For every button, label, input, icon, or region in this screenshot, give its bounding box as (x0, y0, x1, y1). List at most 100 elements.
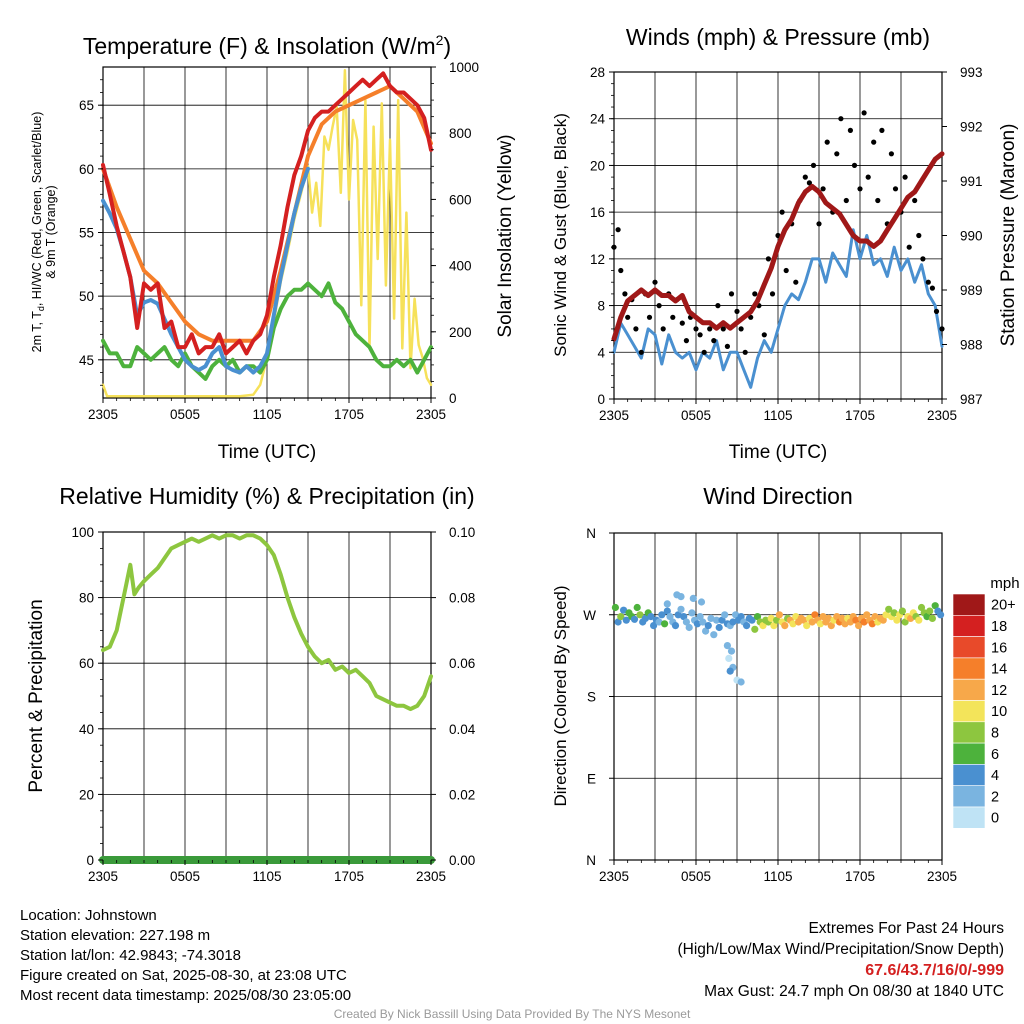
x-tick-label: 1705 (845, 869, 875, 884)
y2-tick-label: 993 (960, 65, 983, 80)
x-tick-label: 1105 (252, 407, 281, 422)
legend-swatch (952, 657, 986, 680)
direction-point (725, 654, 733, 663)
gust-point (925, 279, 931, 285)
direction-point (931, 602, 939, 610)
direction-point (726, 667, 734, 675)
direction-point (871, 613, 879, 621)
direction-series (611, 591, 945, 686)
y2-tick-label: 1000 (449, 60, 479, 75)
direction-point (620, 606, 628, 614)
direction-point (838, 614, 846, 623)
y2-tick-label: 600 (449, 192, 472, 207)
y-tick-label: 8 (597, 299, 605, 314)
gust-point (810, 162, 817, 168)
winds-panel: Winds (mph) & Pressure (mb) 0 4 8 12 16 20 24 2… (551, 24, 1019, 463)
figure-created: Figure created on Sat, 2025-08-30, at 23… (20, 967, 347, 984)
direction-point (890, 609, 898, 617)
direction-point (680, 613, 688, 621)
gust-point (783, 267, 789, 274)
station-location: Location: Johnstown (20, 907, 157, 924)
temperature-series (101, 69, 433, 398)
gust-point (929, 285, 936, 291)
y2-tick-label: 0.02 (449, 787, 475, 802)
winds-gridlines (614, 72, 942, 399)
direction-point (827, 622, 835, 630)
gust-point (816, 221, 822, 227)
y2-tick-label: 0.00 (449, 853, 475, 868)
x-tick-label: 1705 (845, 408, 875, 423)
direction-point (819, 613, 827, 621)
legend-label: 6 (991, 747, 999, 763)
gust-point (693, 326, 699, 332)
y-tick-label: 4 (597, 345, 605, 360)
x-tick-label: 2305 (88, 407, 118, 422)
y2-tick-label: 991 (960, 174, 983, 189)
direction-point (737, 613, 745, 621)
y-tick-label: 40 (79, 722, 94, 737)
legend-swatch (952, 806, 986, 829)
direction-point (737, 678, 745, 686)
direction-point (743, 622, 751, 630)
direction-point (622, 616, 630, 624)
legend-label: 0 (991, 811, 999, 827)
direction-point (748, 616, 756, 624)
gust-point (670, 314, 676, 320)
direction-point (759, 622, 767, 630)
direction-point (846, 618, 855, 626)
legend-swatch (952, 593, 986, 616)
direction-point (702, 627, 710, 635)
gust-point (660, 326, 666, 332)
gust-point (625, 314, 631, 320)
gust-point (916, 232, 922, 239)
gust-point (933, 308, 940, 314)
y2-tick-label: 0.08 (449, 591, 475, 606)
gust-point (834, 151, 840, 157)
direction-point (677, 605, 685, 613)
pressure-line (611, 151, 945, 342)
humidity-ylabel: Percent & Precipitation (26, 599, 47, 792)
legend-label: 10 (991, 704, 1007, 720)
speed-legend-title: mph (990, 575, 1019, 592)
direction-point (901, 618, 909, 626)
direction-point (710, 631, 718, 639)
y-tick-label: 16 (590, 205, 605, 220)
legend-label: 4 (991, 768, 999, 784)
gust-point (802, 174, 808, 180)
direction-point (926, 607, 934, 615)
y-tick-label: 28 (590, 65, 605, 80)
winds-series (611, 110, 945, 389)
direction-point (863, 611, 871, 619)
station-latlon: Station lat/lon: 42.9843; -74.3018 (20, 947, 242, 964)
gust-point (618, 267, 624, 274)
legend-label: 2 (991, 789, 999, 805)
winds-title: Winds (mph) & Pressure (mb) (626, 24, 930, 50)
winds-ylabel: Sonic Wind & Gust (Blue, Black) (551, 113, 570, 357)
gust-point (701, 349, 707, 355)
y2-tick-label: 987 (960, 392, 983, 407)
gust-point (715, 303, 721, 309)
gust-point (734, 308, 740, 314)
direction-point (661, 620, 669, 628)
legend-swatch (952, 614, 986, 637)
y-tick-label: 50 (79, 289, 94, 304)
gust-point (761, 332, 767, 338)
direction-point (928, 614, 937, 623)
direction-point (811, 611, 819, 619)
temperature-red-line (101, 71, 433, 356)
direction-title: Wind Direction (703, 483, 853, 509)
direction-point (630, 615, 639, 623)
gust-point (793, 279, 799, 285)
humidity-gridlines (103, 532, 431, 860)
x-tick-label: 2305 (416, 869, 446, 884)
direction-point (689, 594, 697, 603)
y2-tick-label: 0.10 (449, 525, 475, 540)
x-tick-label: 1705 (334, 407, 364, 422)
direction-point (685, 623, 693, 632)
legend-label: 14 (991, 662, 1007, 678)
extremes-values: 67.6/43.7/16/0/-999 (865, 962, 1004, 979)
legend-label: 8 (991, 725, 999, 741)
credit-line: Created By Nick Bassill Using Data Provi… (333, 1007, 691, 1021)
humidity-ticks: 0 20 40 60 80 100 0.00 0.02 0.04 0.06 0.08 0.10 2305… (71, 525, 475, 884)
